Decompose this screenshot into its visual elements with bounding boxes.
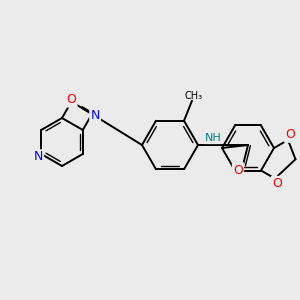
Text: O: O — [66, 93, 76, 106]
Text: N: N — [90, 109, 100, 122]
Text: CH₃: CH₃ — [185, 91, 203, 101]
Text: NH: NH — [205, 133, 221, 143]
Text: O: O — [233, 164, 243, 176]
Text: O: O — [285, 128, 295, 142]
Text: O: O — [272, 177, 282, 190]
Text: N: N — [34, 151, 43, 164]
